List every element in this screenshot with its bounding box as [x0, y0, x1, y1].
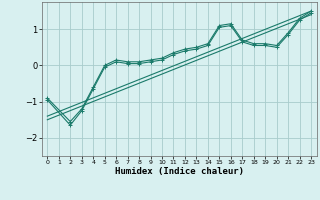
X-axis label: Humidex (Indice chaleur): Humidex (Indice chaleur) — [115, 167, 244, 176]
